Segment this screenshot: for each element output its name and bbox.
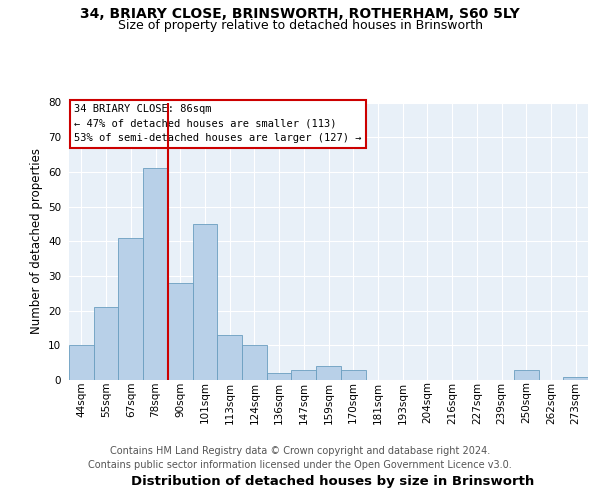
Bar — [316, 366, 341, 380]
Bar — [94, 307, 118, 380]
Bar — [341, 370, 365, 380]
Text: 34 BRIARY CLOSE: 86sqm
← 47% of detached houses are smaller (113)
53% of semi-de: 34 BRIARY CLOSE: 86sqm ← 47% of detached… — [74, 104, 362, 144]
Y-axis label: Number of detached properties: Number of detached properties — [29, 148, 43, 334]
Bar — [69, 346, 94, 380]
Bar — [118, 238, 143, 380]
Bar — [563, 376, 588, 380]
Bar — [514, 370, 539, 380]
Bar — [193, 224, 217, 380]
Bar — [143, 168, 168, 380]
Bar — [267, 373, 292, 380]
Text: Size of property relative to detached houses in Brinsworth: Size of property relative to detached ho… — [118, 19, 482, 32]
Text: Contains HM Land Registry data © Crown copyright and database right 2024.
Contai: Contains HM Land Registry data © Crown c… — [88, 446, 512, 470]
Text: 34, BRIARY CLOSE, BRINSWORTH, ROTHERHAM, S60 5LY: 34, BRIARY CLOSE, BRINSWORTH, ROTHERHAM,… — [80, 8, 520, 22]
Bar — [217, 335, 242, 380]
Bar — [242, 346, 267, 380]
Text: Distribution of detached houses by size in Brinsworth: Distribution of detached houses by size … — [131, 474, 535, 488]
Bar — [168, 283, 193, 380]
Bar — [292, 370, 316, 380]
